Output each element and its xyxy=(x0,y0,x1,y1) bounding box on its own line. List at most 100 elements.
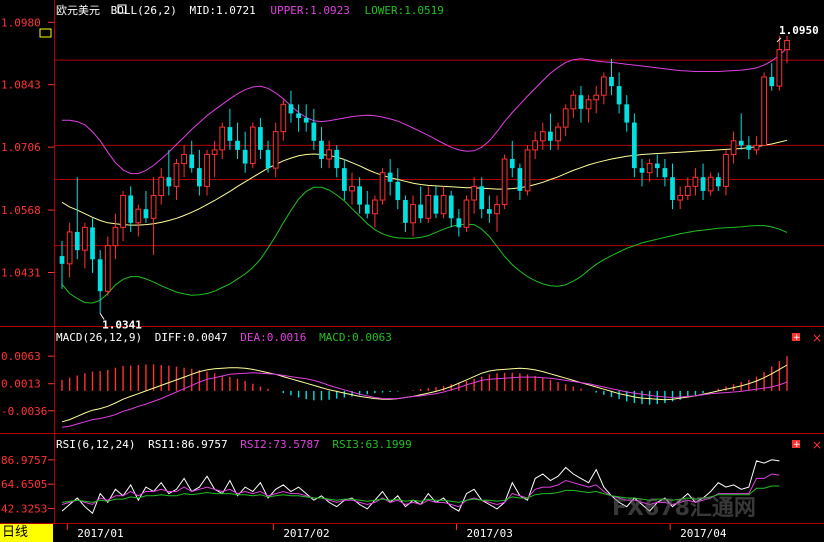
rsi-tick-label: 86.9757 xyxy=(1,454,47,467)
rsi-tick-label: 42.3253 xyxy=(1,503,47,516)
macd-tick-label: -0.0036 xyxy=(1,405,47,418)
macd-diff-line xyxy=(61,364,788,423)
symbol-label: 欧元美元 xyxy=(56,4,100,17)
date-tick-label: 2017/04 xyxy=(680,527,727,540)
candle-body xyxy=(410,204,416,224)
svg-text:×: × xyxy=(812,438,822,452)
boll-toggle-icon[interactable] xyxy=(117,4,127,14)
candle-body xyxy=(723,153,729,187)
candle-body xyxy=(150,194,157,219)
svg-text:+: + xyxy=(793,440,801,450)
mid-label: MID:1.0721 xyxy=(189,4,255,17)
candle-body xyxy=(562,108,569,128)
candle-body xyxy=(509,159,515,169)
candle-body xyxy=(227,127,233,141)
price-tick-label: 1.0980 xyxy=(1,16,41,29)
macd-tick-label: 0.0063 xyxy=(1,350,41,363)
macd-close-icon[interactable]: × xyxy=(812,331,822,345)
rsi-tick-label: 64.6505 xyxy=(1,478,47,491)
macd-dea-line xyxy=(61,372,788,428)
candle-body xyxy=(173,163,180,187)
candle-body xyxy=(82,226,88,251)
candle-body xyxy=(296,113,301,118)
boll-label: BOLL(26,2) xyxy=(111,4,177,17)
boll-mid-line xyxy=(61,139,788,226)
svg-text:×: × xyxy=(812,331,822,345)
candle-body xyxy=(197,168,202,187)
candle-body xyxy=(654,163,660,169)
candle-body xyxy=(738,140,744,146)
candle-body xyxy=(456,218,462,228)
candle-body xyxy=(448,195,454,219)
candle-body xyxy=(524,149,531,192)
candle-body xyxy=(624,104,630,123)
rsi-close-icon[interactable]: × xyxy=(812,438,822,452)
candle-body xyxy=(632,122,637,169)
candle-body xyxy=(158,176,165,196)
price-pane: 1.0950 1.0341 xyxy=(55,24,824,332)
candle-body xyxy=(181,153,187,165)
candle-body xyxy=(555,126,561,142)
candle-body xyxy=(440,194,447,215)
date-tick-label: 2017/01 xyxy=(77,527,123,540)
candle-body xyxy=(776,49,783,87)
candle-body xyxy=(425,194,432,219)
high-pointer xyxy=(776,37,782,43)
candle-body xyxy=(700,177,706,191)
candle-body xyxy=(487,209,492,214)
macd-add-icon[interactable]: + xyxy=(792,333,801,343)
candle-body xyxy=(258,127,263,150)
dea-label: DEA:0.0016 xyxy=(240,331,306,344)
candle-body xyxy=(730,140,737,155)
candle-body xyxy=(600,76,607,96)
candle-body xyxy=(646,163,653,174)
candle-body xyxy=(479,186,485,210)
candle-body xyxy=(219,126,226,151)
price-tick-label: 1.0843 xyxy=(1,79,41,92)
period-selector[interactable]: 日线 xyxy=(0,524,53,542)
macd-title: MACD(26,12,9) xyxy=(56,331,142,344)
candle-body xyxy=(585,99,592,110)
rsi1-label: RSI1:86.9757 xyxy=(148,438,227,451)
candle-body xyxy=(265,149,271,169)
candle-body xyxy=(501,158,508,206)
candle-body xyxy=(692,176,699,187)
macd-tick-label: 0.0013 xyxy=(1,378,41,391)
candle-body xyxy=(761,76,767,146)
price-tick-label: 1.0706 xyxy=(1,141,41,154)
rsi2-label: RSI2:73.5787 xyxy=(240,438,319,451)
candle-body xyxy=(235,140,240,150)
candle-body xyxy=(609,76,614,87)
rsi-add-icon[interactable]: + xyxy=(792,440,801,450)
rsi-rsi2-line xyxy=(61,473,780,508)
candle-body xyxy=(570,94,577,110)
candle-body xyxy=(204,153,210,187)
candle-body xyxy=(303,117,309,123)
candle-body xyxy=(395,181,401,201)
candle-body xyxy=(104,245,111,292)
candle-body xyxy=(74,231,80,251)
axes: 1.0980 1.0843 1.0706 1.0568 1.0431 0.0063 0.00… xyxy=(1,16,727,540)
watermark: FX678汇通网 xyxy=(612,496,756,521)
rsi-rsi3-line xyxy=(61,485,780,503)
price-tick-label: 1.0568 xyxy=(1,204,41,217)
candle-body xyxy=(403,200,408,223)
candle-body xyxy=(128,195,134,223)
price-tick-label: 1.0431 xyxy=(1,266,41,279)
candle-body xyxy=(90,227,95,260)
candle-body xyxy=(494,204,500,215)
macd-header: MACD(26,12,9) DIFF:0.0047 DEA:0.0016 MAC… xyxy=(56,331,392,344)
candle-body xyxy=(578,95,584,109)
diff-label: DIFF:0.0047 xyxy=(155,331,228,344)
candle-body xyxy=(319,140,324,160)
candle-body xyxy=(379,172,386,201)
candle-body xyxy=(753,144,760,151)
candle-body xyxy=(746,145,752,150)
candle-body xyxy=(135,208,142,224)
candle-body xyxy=(662,168,668,178)
macd-value-label: MACD:0.0063 xyxy=(319,331,392,344)
candle-body xyxy=(120,194,126,228)
candle-body xyxy=(707,176,714,192)
candle-body xyxy=(143,209,149,219)
